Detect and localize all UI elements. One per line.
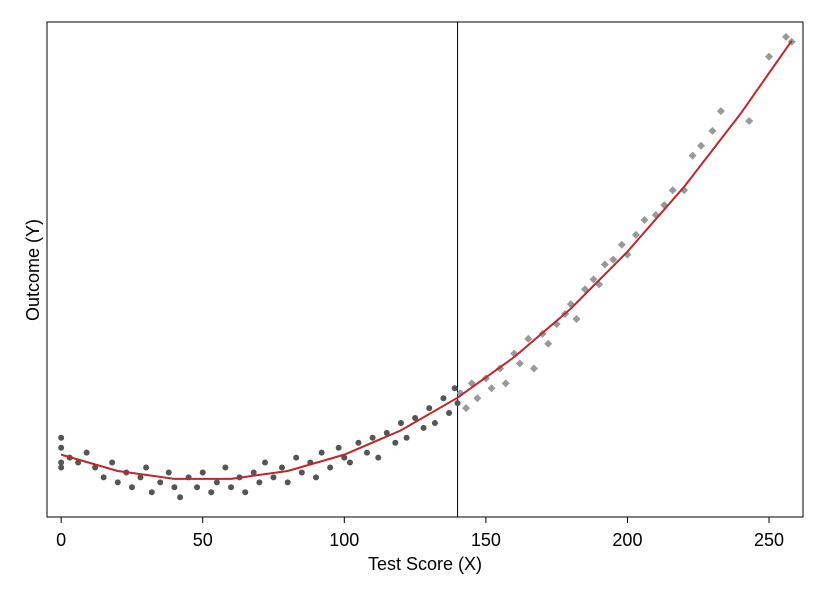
point — [640, 216, 649, 224]
point — [392, 439, 399, 446]
point — [222, 464, 229, 471]
point — [600, 260, 609, 269]
point — [530, 364, 539, 373]
point — [454, 400, 461, 407]
point — [114, 479, 121, 486]
point — [515, 359, 524, 368]
point — [544, 339, 553, 348]
point — [487, 384, 496, 393]
point — [177, 494, 184, 501]
point — [346, 459, 353, 466]
point — [58, 459, 65, 466]
point — [355, 439, 362, 446]
point — [293, 454, 300, 461]
point — [75, 459, 82, 466]
point — [420, 424, 427, 431]
point — [58, 434, 65, 441]
point — [83, 449, 90, 456]
x-tick-label: 50 — [193, 530, 213, 550]
point — [109, 459, 116, 466]
point — [208, 489, 215, 496]
point — [397, 419, 404, 426]
point — [668, 186, 677, 195]
point — [284, 479, 291, 486]
point — [335, 444, 342, 451]
point — [213, 479, 220, 486]
point — [716, 107, 725, 116]
x-axis-label: Test Score (X) — [368, 554, 482, 574]
point — [369, 434, 376, 441]
x-tick-label: 0 — [56, 530, 66, 550]
point — [501, 379, 510, 388]
point — [765, 52, 774, 61]
point — [194, 484, 201, 491]
point — [327, 464, 334, 471]
y-axis-label: Outcome (Y) — [23, 219, 43, 321]
point — [412, 415, 419, 421]
point — [165, 469, 172, 476]
point — [589, 275, 598, 284]
point — [383, 429, 390, 436]
point — [318, 449, 325, 456]
point — [143, 464, 150, 471]
point — [426, 405, 433, 412]
point — [363, 449, 370, 456]
point — [250, 469, 257, 476]
point — [403, 434, 410, 441]
point — [157, 479, 164, 486]
x-tick-label: 150 — [471, 530, 501, 550]
point — [312, 474, 319, 481]
point — [171, 484, 178, 491]
point — [440, 395, 447, 402]
point — [100, 474, 107, 481]
point — [617, 240, 626, 249]
point — [446, 410, 453, 417]
point — [270, 474, 277, 481]
point — [256, 479, 263, 486]
point — [92, 464, 99, 471]
x-tick-label: 200 — [612, 530, 642, 550]
point — [375, 454, 382, 461]
point — [451, 385, 458, 392]
point — [782, 32, 791, 41]
point — [473, 394, 482, 403]
point — [148, 489, 155, 496]
point — [572, 315, 581, 323]
fit-line — [60, 40, 793, 480]
point — [462, 404, 471, 413]
point — [431, 419, 438, 426]
point — [279, 464, 286, 471]
point — [262, 459, 269, 466]
point — [609, 255, 618, 264]
plot-frame — [46, 21, 804, 518]
point — [688, 151, 697, 160]
point — [199, 469, 206, 476]
point — [58, 444, 65, 451]
point — [58, 464, 65, 471]
point — [524, 334, 533, 343]
point — [242, 489, 249, 496]
point — [228, 484, 235, 491]
point — [631, 230, 640, 239]
x-tick-label: 250 — [754, 530, 784, 550]
x-tick-label: 100 — [329, 530, 359, 550]
point — [745, 117, 754, 125]
point — [137, 474, 144, 481]
point — [128, 484, 135, 491]
point — [298, 469, 305, 476]
point — [708, 126, 717, 135]
point — [697, 141, 706, 150]
